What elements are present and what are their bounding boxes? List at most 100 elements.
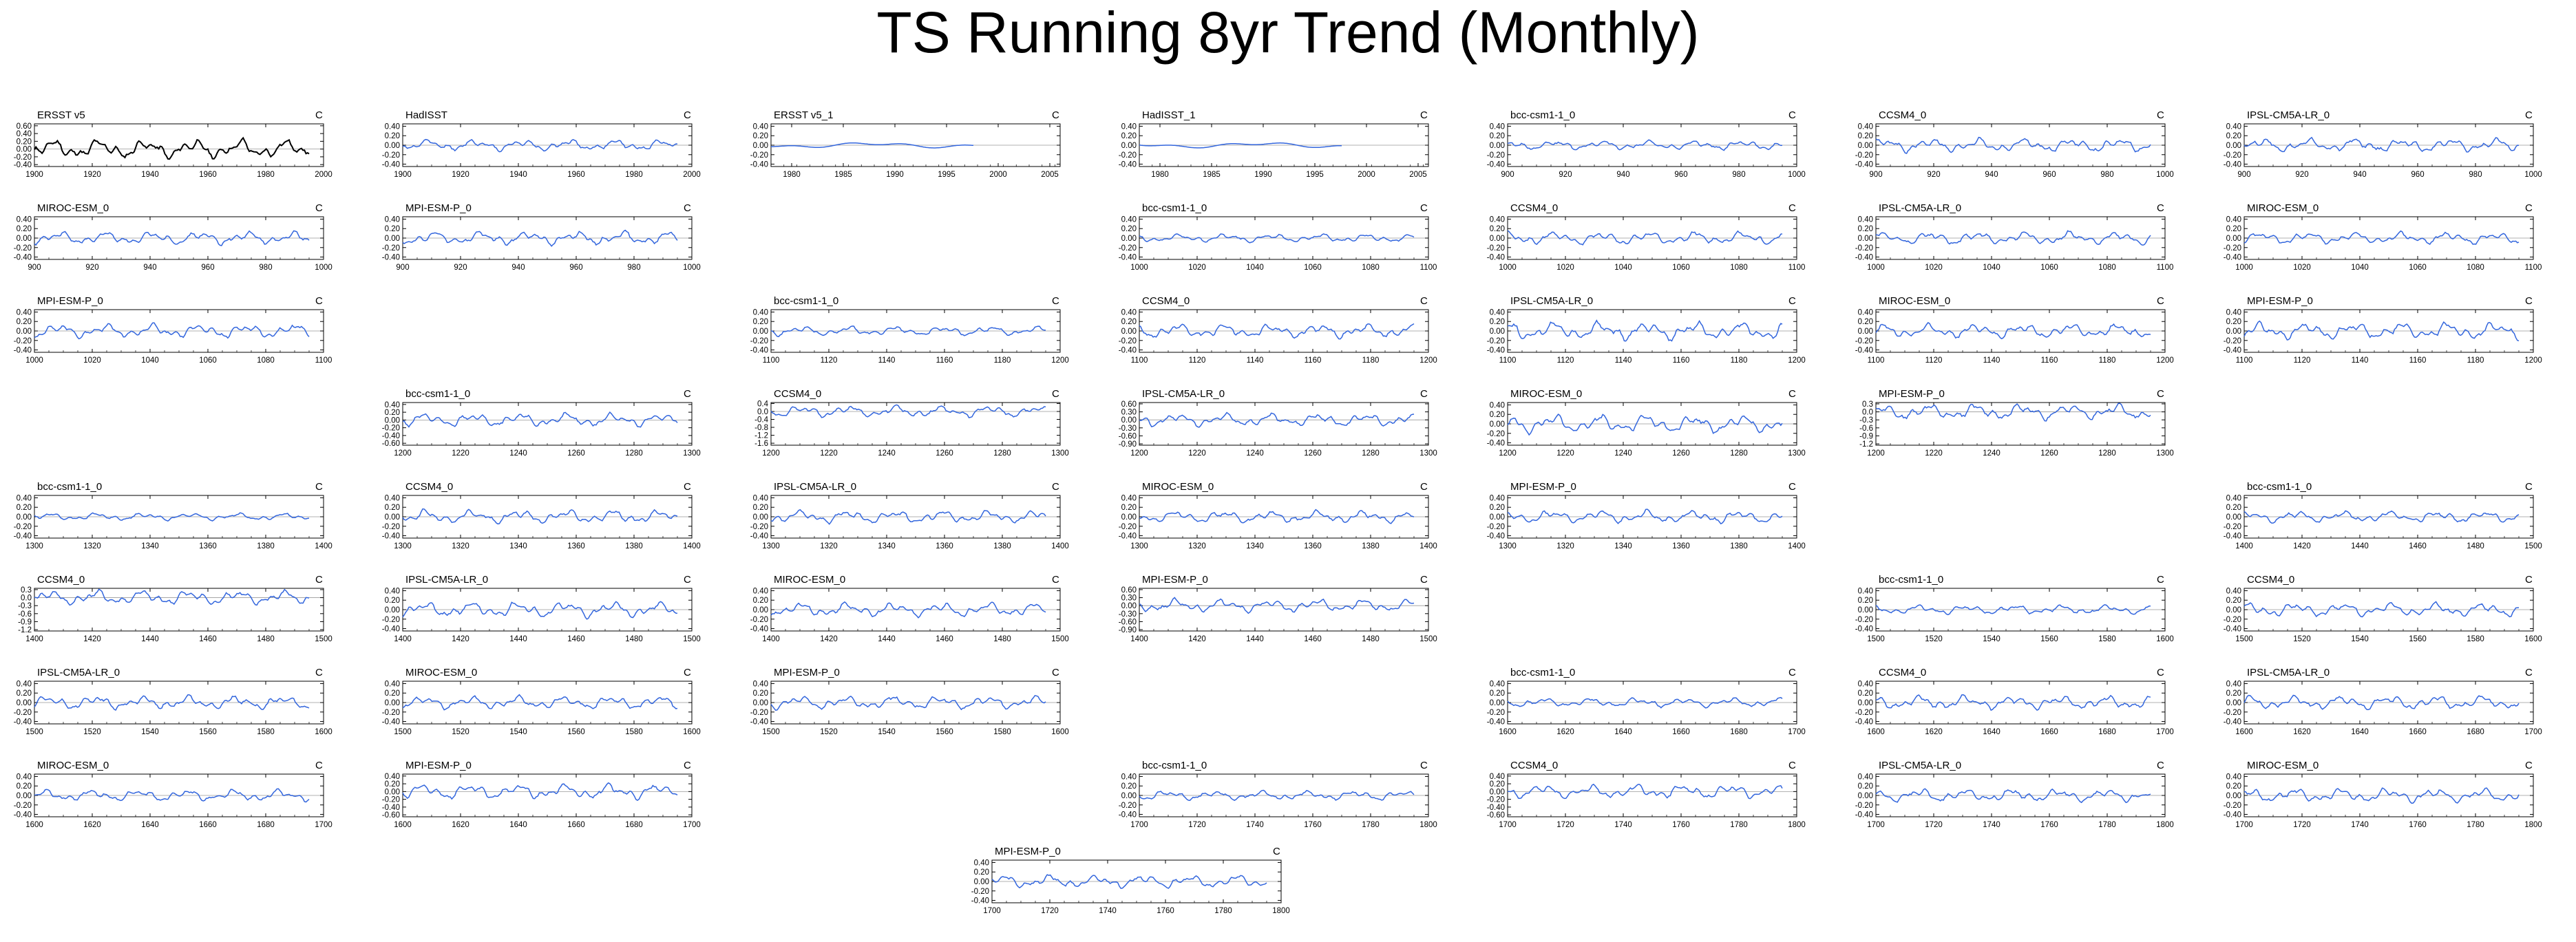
y-tick-label: 0.30 [1121, 595, 1137, 603]
plot-frame [1139, 588, 1429, 632]
x-tick-label: 1720 [1556, 821, 1574, 829]
y-tick-label: 0.0 [1862, 409, 1873, 417]
x-tick-label: 900 [1501, 171, 1514, 179]
chart-panel: CCSM4_0 C 0.40 0.20 0.00 -0.20 -0.40 1300 1320 13… [356, 482, 701, 552]
y-tick-label: 0.00 [1858, 792, 1873, 800]
x-tick-label: 1620 [2293, 728, 2311, 736]
y-tick-label: 0.00 [1121, 235, 1137, 243]
y-tick-label: 0.20 [1121, 504, 1137, 512]
x-tick-label: 1740 [1614, 821, 1632, 829]
unit-label: C [1052, 388, 1059, 400]
y-tick-label: -0.20 [382, 709, 400, 717]
chart-panel: MIROC-ESM_0 C 0.40 0.20 0.00 -0.20 -0.40 1300 13… [1092, 481, 1437, 552]
y-tick-label: -0.20 [1119, 523, 1137, 531]
panel-title: MPI-ESM-P_0 [405, 760, 472, 771]
chart-panel: bcc-csm1-1_0 C 0.40 0.20 0.00 -0.20 -0.40 1400 1… [2197, 482, 2542, 552]
series-line [2244, 694, 2520, 711]
y-tick-label: -0.4 [754, 416, 768, 425]
x-tick-label: 1600 [1051, 728, 1069, 736]
x-tick-label: 1520 [2293, 635, 2311, 643]
x-tick-label: 1580 [625, 728, 643, 736]
panel-title: MPI-ESM-P_0 [1510, 481, 1576, 493]
chart-panel: IPSL-CM5A-LR_0 C 0.40 0.20 0.00 -0.20 -0.40 150… [0, 667, 332, 738]
panel-title: MIROC-ESM_0 [1142, 481, 1214, 493]
y-tick-label: -0.40 [2224, 811, 2241, 820]
x-tick-label: 1120 [1925, 356, 1943, 365]
y-tick-label: -0.20 [2224, 709, 2241, 717]
y-tick-label: 0.00 [17, 699, 32, 707]
x-tick-label: 1140 [1247, 356, 1264, 365]
x-tick-label: 1220 [1925, 449, 1943, 458]
series-line [402, 229, 678, 247]
y-tick-label: -0.40 [750, 718, 768, 727]
y-tick-label: 0.40 [753, 680, 768, 688]
chart-panel: IPSL-CM5A-LR_0 C 0.40 0.20 0.00 -0.20 -0.40 100… [1829, 203, 2174, 273]
y-tick-label: 0.00 [974, 878, 989, 886]
series-line [1139, 142, 1342, 149]
x-tick-label: 1220 [1556, 449, 1574, 458]
y-tick-label: -0.20 [750, 709, 768, 717]
y-tick-label: -0.3 [1859, 416, 1873, 425]
x-tick-label: 1660 [2040, 728, 2058, 736]
chart-panel: MPI-ESM-P_0 C 0.40 0.20 0.00 -0.20 -0.40 1000 10… [0, 296, 332, 366]
y-tick-label: 0.00 [385, 606, 400, 614]
x-tick-label: 1420 [2293, 542, 2311, 550]
x-tick-label: 1000 [2156, 171, 2174, 179]
y-tick-label: -0.40 [382, 254, 400, 262]
x-tick-label: 1040 [2351, 264, 2369, 272]
y-tick-label: -0.30 [1119, 610, 1137, 619]
y-tick-label: 0.20 [385, 132, 400, 140]
x-tick-label: 1720 [1188, 821, 1206, 829]
unit-label: C [1052, 109, 1059, 121]
x-tick-label: 1900 [394, 171, 412, 179]
x-tick-label: 1200 [1499, 449, 1517, 458]
x-tick-label: 1300 [1499, 542, 1517, 550]
x-tick-label: 1200 [1419, 356, 1437, 365]
panel-title: HadISST_1 [1142, 109, 1196, 121]
x-tick-label: 1040 [1983, 264, 2000, 272]
x-tick-label: 1700 [1130, 821, 1148, 829]
y-tick-label: 0.20 [1490, 411, 1505, 419]
x-tick-label: 960 [569, 264, 582, 272]
x-tick-label: 1940 [141, 171, 159, 179]
x-tick-label: 1220 [820, 449, 838, 458]
x-tick-label: 1100 [763, 356, 780, 365]
chart-panel: MPI-ESM-P_0 C 0.40 0.20 0.00 -0.20 -0.40 1300 13… [1461, 481, 1806, 552]
x-tick-label: 1360 [1304, 542, 1322, 550]
x-tick-label: 1780 [1362, 821, 1380, 829]
x-tick-label: 1120 [1557, 356, 1574, 365]
series-line [770, 404, 1046, 418]
panel-plot: 0.400.20 0.00-0.20-0.40 1980 1985 1990 1995 20… [750, 122, 1061, 179]
y-tick-label: 0.40 [385, 494, 400, 502]
unit-label: C [684, 667, 691, 678]
x-tick-label: 1600 [2524, 635, 2542, 643]
y-tick-label: 0.00 [385, 416, 400, 425]
x-tick-label: 1740 [1099, 907, 1117, 915]
x-tick-label: 1300 [1130, 542, 1148, 550]
series-line [34, 512, 310, 522]
y-tick-label: 0.40 [1858, 773, 1873, 781]
panel-title: IPSL-CM5A-LR_0 [37, 667, 120, 678]
chart-panel: MIROC-ESM_0 C 0.40 0.20 0.00 -0.20 -0.40 1600 16… [0, 760, 332, 831]
y-tick-label: 0.40 [1490, 680, 1505, 688]
x-tick-label: 1020 [1556, 264, 1574, 272]
x-tick-label: 940 [2353, 171, 2366, 179]
x-tick-label: 1380 [993, 542, 1011, 550]
x-tick-label: 1680 [257, 821, 275, 829]
y-tick-label: -0.40 [382, 533, 400, 541]
x-tick-label: 1640 [141, 821, 159, 829]
y-tick-label: -0.40 [14, 811, 32, 820]
x-tick-label: 1500 [25, 728, 43, 736]
x-tick-label: 1360 [567, 542, 585, 550]
series-line [770, 325, 1046, 338]
y-tick-label: 0.40 [2226, 773, 2241, 781]
x-tick-label: 1500 [683, 635, 701, 643]
x-tick-label: 1140 [1615, 356, 1632, 365]
x-tick-label: 1180 [994, 356, 1011, 365]
y-tick-label: 0.00 [1490, 788, 1505, 796]
x-tick-label: 960 [201, 264, 214, 272]
x-tick-label: 1100 [1499, 356, 1517, 365]
